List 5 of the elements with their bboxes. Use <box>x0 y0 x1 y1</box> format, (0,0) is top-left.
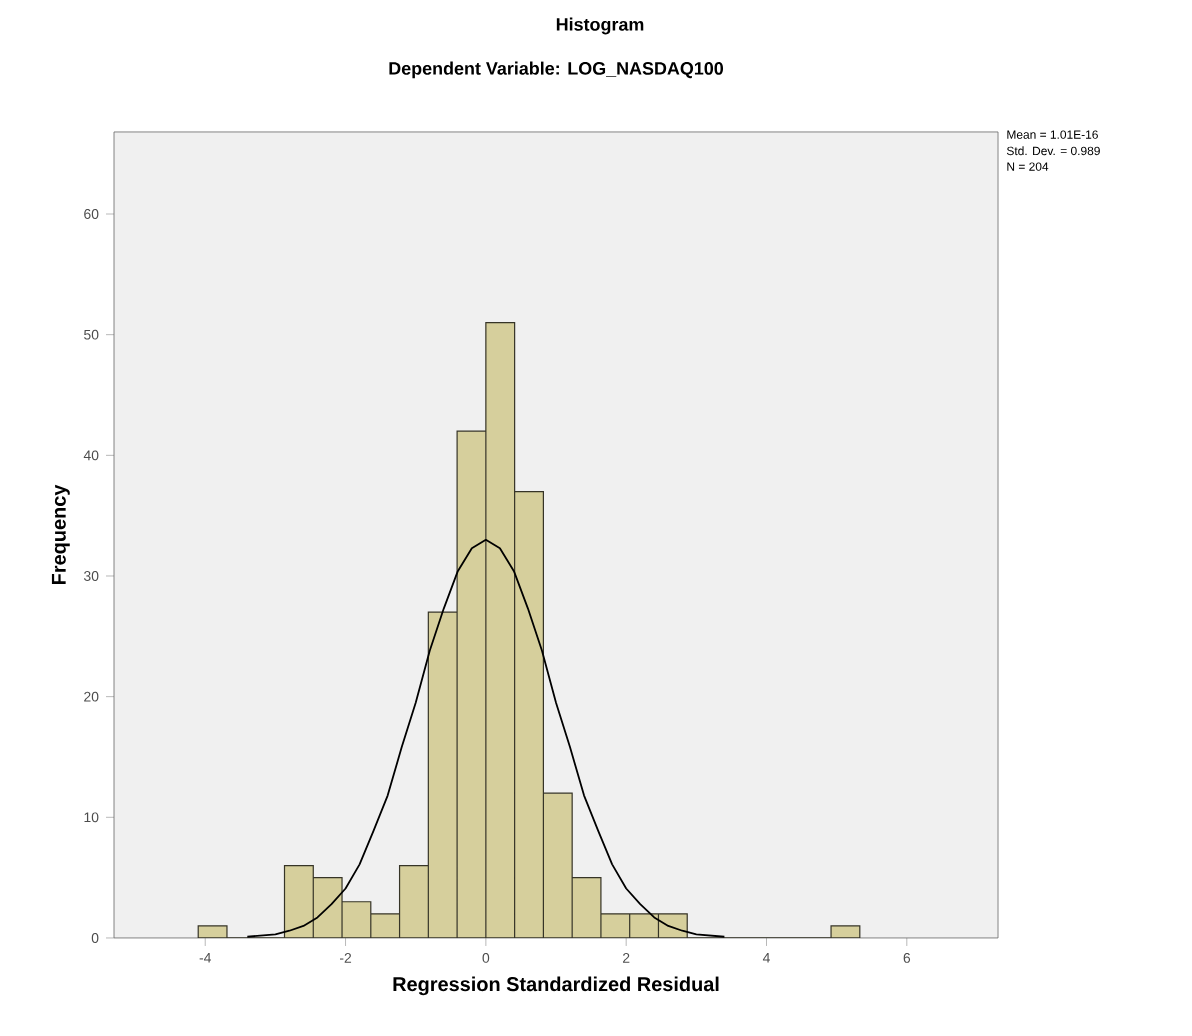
chart-subtitle: Dependent Variable: LOG_NASDAQ100 <box>389 61 724 79</box>
x-axis-title: Regression Standardized Residual <box>393 976 719 996</box>
y-axis-title: Frequency <box>51 484 70 584</box>
line-series <box>246 538 726 938</box>
chart-title: Histogram <box>556 17 644 35</box>
